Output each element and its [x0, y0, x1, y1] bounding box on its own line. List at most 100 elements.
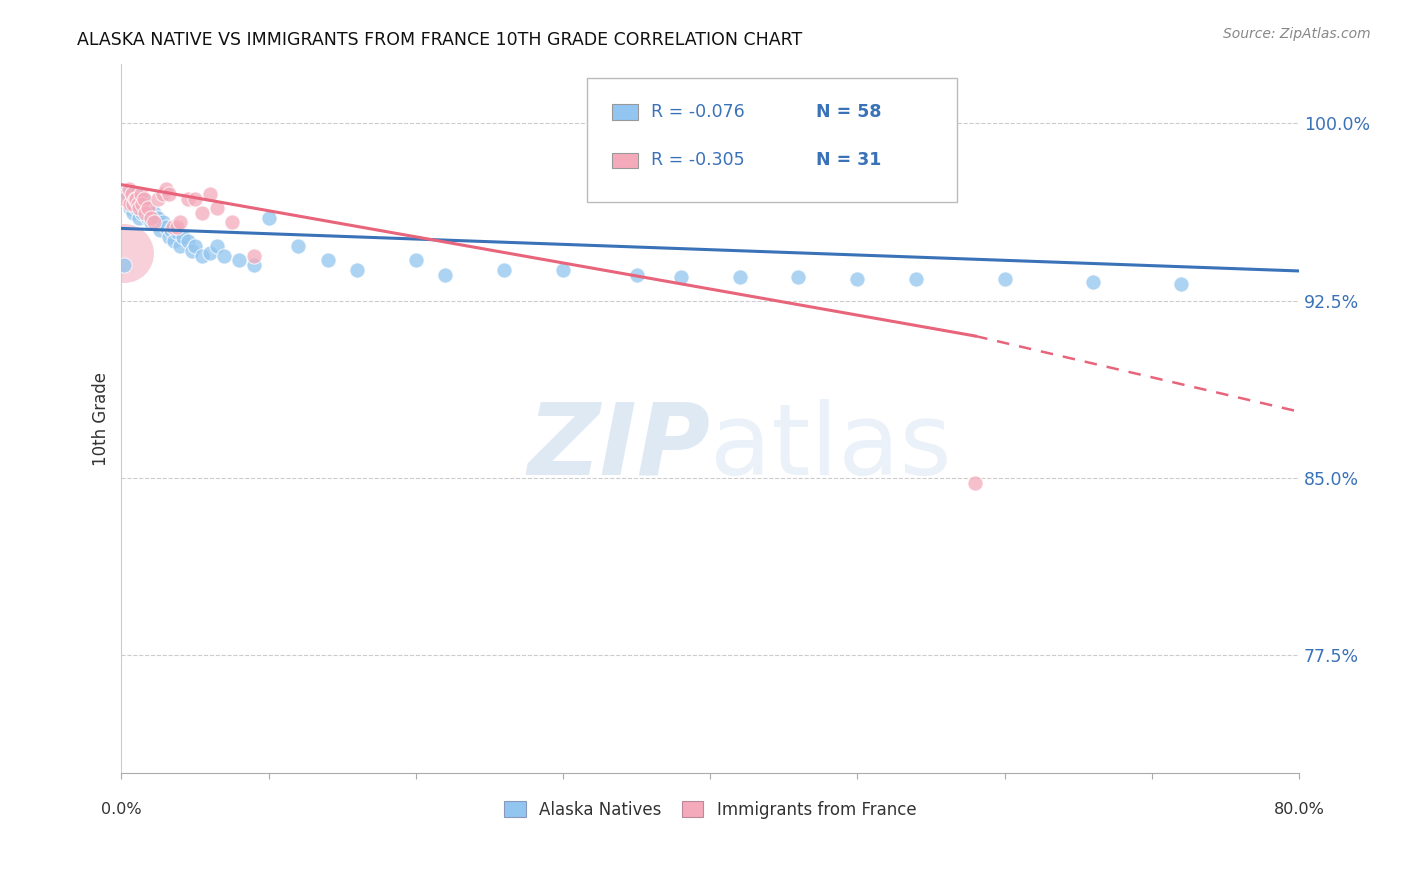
Text: atlas: atlas [710, 399, 952, 496]
Point [152, 215, 174, 229]
Point [125, 187, 148, 202]
Point [184, 239, 207, 253]
Point [163, 235, 186, 249]
Point [134, 202, 156, 216]
Point [316, 253, 339, 268]
Point [1081, 275, 1104, 289]
Point [127, 196, 149, 211]
Point [139, 211, 162, 225]
Point [965, 475, 987, 490]
Text: ZIP: ZIP [527, 399, 710, 496]
Point [626, 268, 648, 282]
Point [405, 253, 427, 268]
Point [127, 196, 149, 211]
Point [993, 272, 1015, 286]
Point [157, 229, 180, 244]
Point [118, 182, 141, 196]
Point [551, 262, 574, 277]
Point [162, 220, 184, 235]
Point [166, 220, 188, 235]
Point [132, 192, 155, 206]
Point [135, 206, 157, 220]
Point [198, 187, 221, 202]
Point [142, 215, 165, 229]
Point [346, 262, 368, 277]
Point [160, 222, 183, 236]
Point [112, 258, 135, 272]
Point [228, 253, 250, 268]
Point [787, 269, 810, 284]
Point [846, 272, 869, 286]
Text: ALASKA NATIVE VS IMMIGRANTS FROM FRANCE 10TH GRADE CORRELATION CHART: ALASKA NATIVE VS IMMIGRANTS FROM FRANCE … [77, 31, 803, 49]
Text: 0.0%: 0.0% [101, 802, 142, 817]
Point [191, 206, 214, 220]
Point [121, 192, 143, 206]
Point [138, 206, 160, 220]
Point [129, 187, 152, 202]
Point [214, 249, 236, 263]
FancyBboxPatch shape [586, 78, 957, 202]
Point [124, 196, 146, 211]
Point [148, 211, 170, 225]
FancyBboxPatch shape [613, 104, 638, 120]
Point [494, 262, 516, 277]
Text: 80.0%: 80.0% [1274, 802, 1324, 817]
Point [125, 202, 148, 216]
Point [148, 192, 170, 206]
Point [120, 202, 142, 216]
Point [128, 202, 150, 216]
Point [157, 187, 180, 202]
Text: Source: ZipAtlas.com: Source: ZipAtlas.com [1223, 27, 1371, 41]
Point [139, 215, 162, 229]
Point [669, 269, 692, 284]
Point [184, 192, 207, 206]
Point [287, 239, 309, 253]
Legend: Alaska Natives, Immigrants from France: Alaska Natives, Immigrants from France [498, 794, 922, 825]
Point [122, 206, 145, 220]
Point [243, 258, 266, 272]
Point [172, 229, 194, 244]
Point [205, 202, 228, 216]
Point [145, 215, 167, 229]
Point [176, 192, 198, 206]
Point [136, 211, 159, 225]
Text: N = 58: N = 58 [815, 103, 882, 121]
Text: R = -0.305: R = -0.305 [651, 152, 745, 169]
Y-axis label: 10th Grade: 10th Grade [93, 372, 110, 466]
Point [128, 202, 150, 216]
Point [1170, 277, 1192, 291]
Point [191, 249, 214, 263]
Point [131, 196, 153, 211]
Text: N = 31: N = 31 [815, 152, 882, 169]
Point [134, 206, 156, 220]
Point [728, 269, 751, 284]
Point [155, 220, 177, 235]
Point [129, 196, 152, 211]
Point [152, 187, 174, 202]
Point [243, 249, 266, 263]
Point [205, 239, 228, 253]
Point [198, 246, 221, 260]
Point [121, 187, 143, 202]
Point [169, 215, 191, 229]
Point [169, 239, 191, 253]
Point [124, 192, 146, 206]
Point [136, 202, 159, 216]
Point [117, 187, 139, 202]
Point [125, 192, 148, 206]
Point [176, 235, 198, 249]
Point [155, 182, 177, 196]
FancyBboxPatch shape [613, 153, 638, 169]
Point [149, 222, 172, 236]
Point [181, 244, 204, 258]
Point [132, 192, 155, 206]
Point [434, 268, 457, 282]
Text: R = -0.076: R = -0.076 [651, 103, 745, 121]
Point [112, 192, 135, 206]
Point [257, 211, 280, 225]
Point [221, 215, 243, 229]
Point [905, 272, 928, 286]
Point [131, 206, 153, 220]
Point [141, 211, 163, 225]
Point [120, 196, 142, 211]
